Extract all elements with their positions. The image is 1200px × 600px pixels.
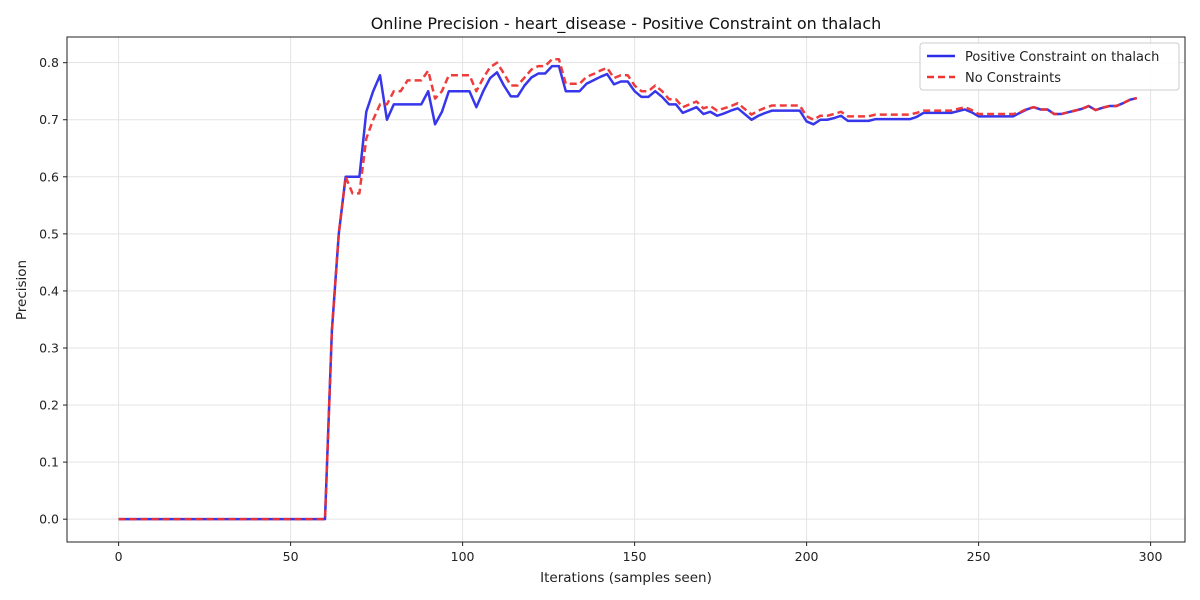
legend-label-positive: Positive Constraint on thalach	[965, 50, 1159, 65]
series-line-positive-constraint	[118, 64, 1138, 521]
x-tick-label: 100	[451, 549, 475, 564]
gridlines	[67, 37, 1185, 542]
y-tick-label: 0.1	[39, 455, 59, 470]
y-tick-label: 0.5	[39, 226, 59, 241]
series-lines	[118, 58, 1138, 521]
y-tick-label: 0.6	[39, 169, 59, 184]
y-axis-label: Precision	[14, 260, 30, 320]
chart-title: Online Precision - heart_disease - Posit…	[371, 14, 882, 34]
x-axis-ticks: 0 50 100 150 200 250 300	[115, 542, 1163, 564]
x-tick-label: 300	[1139, 549, 1163, 564]
y-tick-label: 0.7	[39, 112, 59, 127]
x-tick-label: 50	[283, 549, 299, 564]
x-tick-label: 250	[967, 549, 991, 564]
legend-box	[919, 42, 1180, 91]
x-tick-label: 150	[623, 549, 647, 564]
legend-label-none: No Constraints	[965, 71, 1061, 86]
x-axis-label: Iterations (samples seen)	[540, 570, 712, 586]
y-tick-label: 0.8	[39, 55, 59, 70]
y-axis-ticks: 0.0 0.1 0.2 0.3 0.4 0.5 0.6 0.7 0.8	[39, 55, 67, 527]
y-tick-label: 0.4	[39, 283, 59, 298]
y-tick-label: 0.2	[39, 398, 59, 413]
x-tick-label: 200	[795, 549, 819, 564]
series-line-no-constraints	[118, 58, 1138, 521]
x-tick-label: 0	[115, 549, 123, 564]
y-tick-label: 0.3	[39, 340, 59, 355]
legend: Positive Constraint on thalach No Constr…	[919, 42, 1180, 91]
y-tick-label: 0.0	[39, 512, 59, 527]
plot-frame	[66, 36, 1186, 543]
